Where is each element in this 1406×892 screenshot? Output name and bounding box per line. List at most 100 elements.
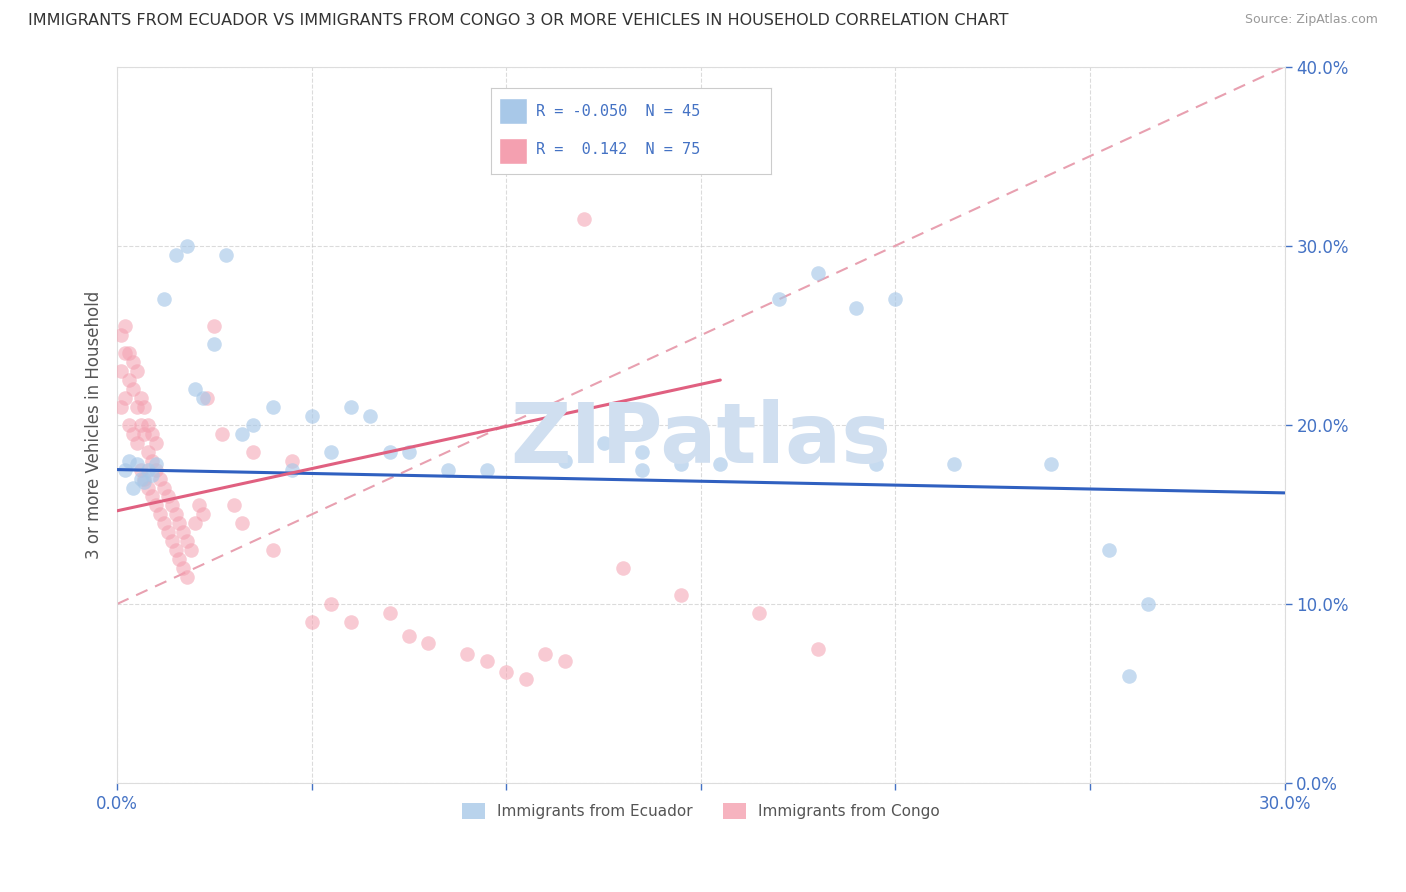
- Point: [118, 346, 141, 360]
- Point: [515, 672, 537, 686]
- Point: [1118, 668, 1140, 682]
- Point: [121, 355, 143, 369]
- Point: [172, 525, 194, 540]
- Point: [141, 467, 163, 482]
- Point: [114, 391, 136, 405]
- Point: [134, 400, 156, 414]
- Point: [211, 426, 233, 441]
- Point: [129, 462, 152, 476]
- Point: [845, 301, 868, 316]
- Point: [165, 543, 187, 558]
- Point: [301, 615, 323, 629]
- Point: [359, 409, 381, 423]
- Text: IMMIGRANTS FROM ECUADOR VS IMMIGRANTS FROM CONGO 3 OR MORE VEHICLES IN HOUSEHOLD: IMMIGRANTS FROM ECUADOR VS IMMIGRANTS FR…: [28, 13, 1008, 29]
- Point: [121, 426, 143, 441]
- Point: [1137, 597, 1160, 611]
- Point: [215, 247, 238, 261]
- Legend: Immigrants from Ecuador, Immigrants from Congo: Immigrants from Ecuador, Immigrants from…: [456, 797, 946, 826]
- Point: [554, 654, 576, 668]
- Point: [204, 319, 226, 334]
- Y-axis label: 3 or more Vehicles in Household: 3 or more Vehicles in Household: [86, 291, 103, 559]
- Point: [176, 238, 198, 252]
- Point: [134, 471, 156, 485]
- Point: [806, 266, 828, 280]
- Point: [153, 516, 176, 531]
- Point: [321, 444, 343, 458]
- Point: [153, 481, 176, 495]
- Point: [612, 561, 634, 575]
- Point: [398, 629, 420, 643]
- Point: [339, 615, 361, 629]
- Point: [136, 417, 159, 432]
- Point: [378, 444, 401, 458]
- Point: [242, 444, 264, 458]
- Text: Source: ZipAtlas.com: Source: ZipAtlas.com: [1244, 13, 1378, 27]
- Point: [321, 597, 343, 611]
- Point: [475, 654, 498, 668]
- Point: [134, 475, 156, 490]
- Point: [156, 525, 179, 540]
- Point: [195, 391, 218, 405]
- Point: [141, 453, 163, 467]
- Point: [121, 481, 143, 495]
- Point: [592, 435, 614, 450]
- Point: [145, 462, 167, 476]
- Point: [262, 400, 284, 414]
- Point: [169, 516, 191, 531]
- Point: [176, 534, 198, 549]
- Point: [165, 508, 187, 522]
- Point: [884, 293, 907, 307]
- Point: [631, 444, 654, 458]
- Point: [129, 471, 152, 485]
- Point: [475, 462, 498, 476]
- Point: [118, 417, 141, 432]
- Point: [110, 328, 132, 343]
- Point: [231, 516, 253, 531]
- Point: [184, 516, 207, 531]
- Point: [1098, 543, 1121, 558]
- Point: [176, 570, 198, 584]
- Point: [118, 453, 141, 467]
- Point: [145, 435, 167, 450]
- Point: [709, 457, 731, 471]
- Point: [125, 457, 148, 471]
- Point: [572, 211, 595, 226]
- Point: [748, 606, 770, 620]
- Point: [172, 561, 194, 575]
- Point: [378, 606, 401, 620]
- Point: [204, 337, 226, 351]
- Point: [114, 462, 136, 476]
- Point: [495, 665, 517, 679]
- Point: [145, 499, 167, 513]
- Point: [191, 391, 214, 405]
- Point: [160, 499, 183, 513]
- Point: [554, 453, 576, 467]
- Point: [339, 400, 361, 414]
- Point: [118, 373, 141, 387]
- Point: [125, 400, 148, 414]
- Point: [121, 382, 143, 396]
- Point: [129, 391, 152, 405]
- Point: [125, 364, 148, 378]
- Point: [180, 543, 202, 558]
- Point: [222, 499, 245, 513]
- Point: [262, 543, 284, 558]
- Point: [169, 552, 191, 566]
- Point: [114, 346, 136, 360]
- Point: [191, 508, 214, 522]
- Point: [515, 444, 537, 458]
- Point: [134, 426, 156, 441]
- Point: [187, 499, 209, 513]
- Point: [281, 462, 304, 476]
- Point: [231, 426, 253, 441]
- Point: [671, 588, 693, 602]
- Point: [141, 426, 163, 441]
- Point: [865, 457, 887, 471]
- Point: [125, 435, 148, 450]
- Point: [398, 444, 420, 458]
- Point: [301, 409, 323, 423]
- Point: [129, 417, 152, 432]
- Point: [149, 508, 172, 522]
- Point: [110, 364, 132, 378]
- Point: [456, 647, 478, 661]
